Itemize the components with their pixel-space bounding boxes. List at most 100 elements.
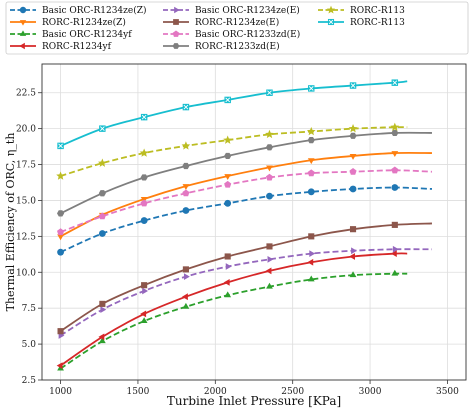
x-axis-label: Turbine Inlet Pressure [KPa] xyxy=(167,394,341,408)
y-tick-label: 2.5 xyxy=(22,376,37,386)
data-point-marker xyxy=(140,199,148,207)
data-point-marker xyxy=(349,185,357,193)
data-point-marker xyxy=(308,233,315,240)
data-point-marker xyxy=(182,162,190,170)
data-point-marker xyxy=(140,174,148,181)
series-9 xyxy=(57,79,408,150)
data-point-marker xyxy=(224,291,232,298)
data-point-marker xyxy=(140,317,148,324)
data-point-marker xyxy=(57,328,64,335)
data-point-marker xyxy=(172,30,180,37)
data-point-marker xyxy=(57,142,64,150)
legend-item: Basic ORC-R1234yf xyxy=(10,30,132,40)
legend-item: RORC-R113 xyxy=(318,5,405,16)
data-point-marker xyxy=(266,192,273,200)
data-point-marker xyxy=(327,18,335,26)
data-point-marker xyxy=(349,82,357,89)
legend-item: RORC-R1234ze(Z) xyxy=(10,17,126,28)
legend-item: RORC-R1234ze(E) xyxy=(163,17,279,28)
plot-frame xyxy=(41,63,467,381)
data-point-marker xyxy=(348,124,358,133)
data-point-marker xyxy=(223,135,233,144)
data-point-marker xyxy=(182,184,190,190)
legend-box xyxy=(5,1,469,55)
data-point-marker xyxy=(224,96,231,104)
data-point-marker xyxy=(307,275,315,282)
data-point-marker xyxy=(391,129,399,137)
data-point-marker xyxy=(57,234,64,241)
data-point-marker xyxy=(174,6,180,14)
y-tick-label: 7.5 xyxy=(22,304,37,314)
data-point-marker xyxy=(224,152,232,160)
data-point-marker xyxy=(391,151,399,157)
data-point-marker xyxy=(265,173,274,181)
data-point-marker xyxy=(349,153,357,160)
data-point-marker xyxy=(307,188,315,196)
series-3 xyxy=(56,250,408,370)
data-point-marker xyxy=(308,85,315,92)
data-point-marker xyxy=(265,129,274,139)
series-4 xyxy=(58,245,432,339)
y-tick-label: 10.0 xyxy=(16,268,36,278)
marker-cross xyxy=(308,86,314,91)
series-line xyxy=(60,222,432,332)
data-point-marker xyxy=(182,293,188,301)
data-point-marker xyxy=(19,20,27,26)
legend-label: Basic ORC-R1234ze(E) xyxy=(195,5,300,16)
data-point-marker xyxy=(224,253,231,260)
y-tick-label: 17.5 xyxy=(16,161,36,171)
marker-cross xyxy=(225,97,231,103)
data-point-marker xyxy=(223,278,230,286)
series-line xyxy=(60,80,408,147)
data-point-marker xyxy=(19,6,27,14)
data-point-marker xyxy=(349,167,357,175)
data-point-marker xyxy=(56,362,63,370)
data-point-marker xyxy=(225,263,232,270)
data-point-marker xyxy=(266,89,273,96)
data-point-marker xyxy=(57,228,65,236)
legend-item: RORC-R1234yf xyxy=(10,42,112,52)
series-line xyxy=(60,248,432,337)
legend-label: RORC-R1234ze(E) xyxy=(195,17,279,28)
series-line xyxy=(60,272,408,370)
data-point-marker xyxy=(100,306,107,313)
legend-label: RORC-R1233zd(E) xyxy=(195,41,280,52)
data-point-marker xyxy=(307,258,314,266)
series-7 xyxy=(57,129,432,217)
series-line xyxy=(60,169,432,233)
marker-cross xyxy=(267,90,272,96)
y-tick-label: 5.0 xyxy=(22,340,37,350)
data-point-marker xyxy=(181,141,191,150)
data-point-marker xyxy=(182,302,190,309)
data-point-marker xyxy=(98,333,105,341)
data-point-marker xyxy=(182,266,189,273)
data-point-marker xyxy=(326,5,336,14)
data-point-marker xyxy=(391,79,399,86)
series-line xyxy=(60,252,408,367)
series-line xyxy=(60,186,432,253)
marker-cross xyxy=(328,19,334,25)
series-line xyxy=(60,151,432,238)
data-point-marker xyxy=(391,221,398,228)
series-line xyxy=(60,126,408,177)
marker-cross xyxy=(99,126,105,131)
data-point-marker xyxy=(391,184,399,191)
y-tick-label: 12.5 xyxy=(16,232,36,242)
x-tick-label: 1500 xyxy=(126,387,149,397)
legend-label: Basic ORC-R1234ze(Z) xyxy=(42,5,146,16)
plot-background xyxy=(42,64,466,380)
data-point-marker xyxy=(392,245,399,253)
data-point-marker xyxy=(98,230,106,237)
x-tick-label: 3500 xyxy=(436,387,459,397)
data-point-marker xyxy=(140,217,148,224)
data-point-marker xyxy=(267,255,274,263)
data-point-marker xyxy=(99,125,106,132)
data-point-marker xyxy=(140,310,147,318)
plot-area: 1000 1500 2000 2500 3000 3500 2.5 5.0 7.5 10.0 12.… xyxy=(16,63,467,397)
data-point-marker xyxy=(141,282,148,289)
data-point-marker xyxy=(182,103,190,111)
data-point-marker xyxy=(349,271,357,278)
x-tick-label: 3000 xyxy=(359,387,382,397)
data-point-marker xyxy=(140,113,148,121)
